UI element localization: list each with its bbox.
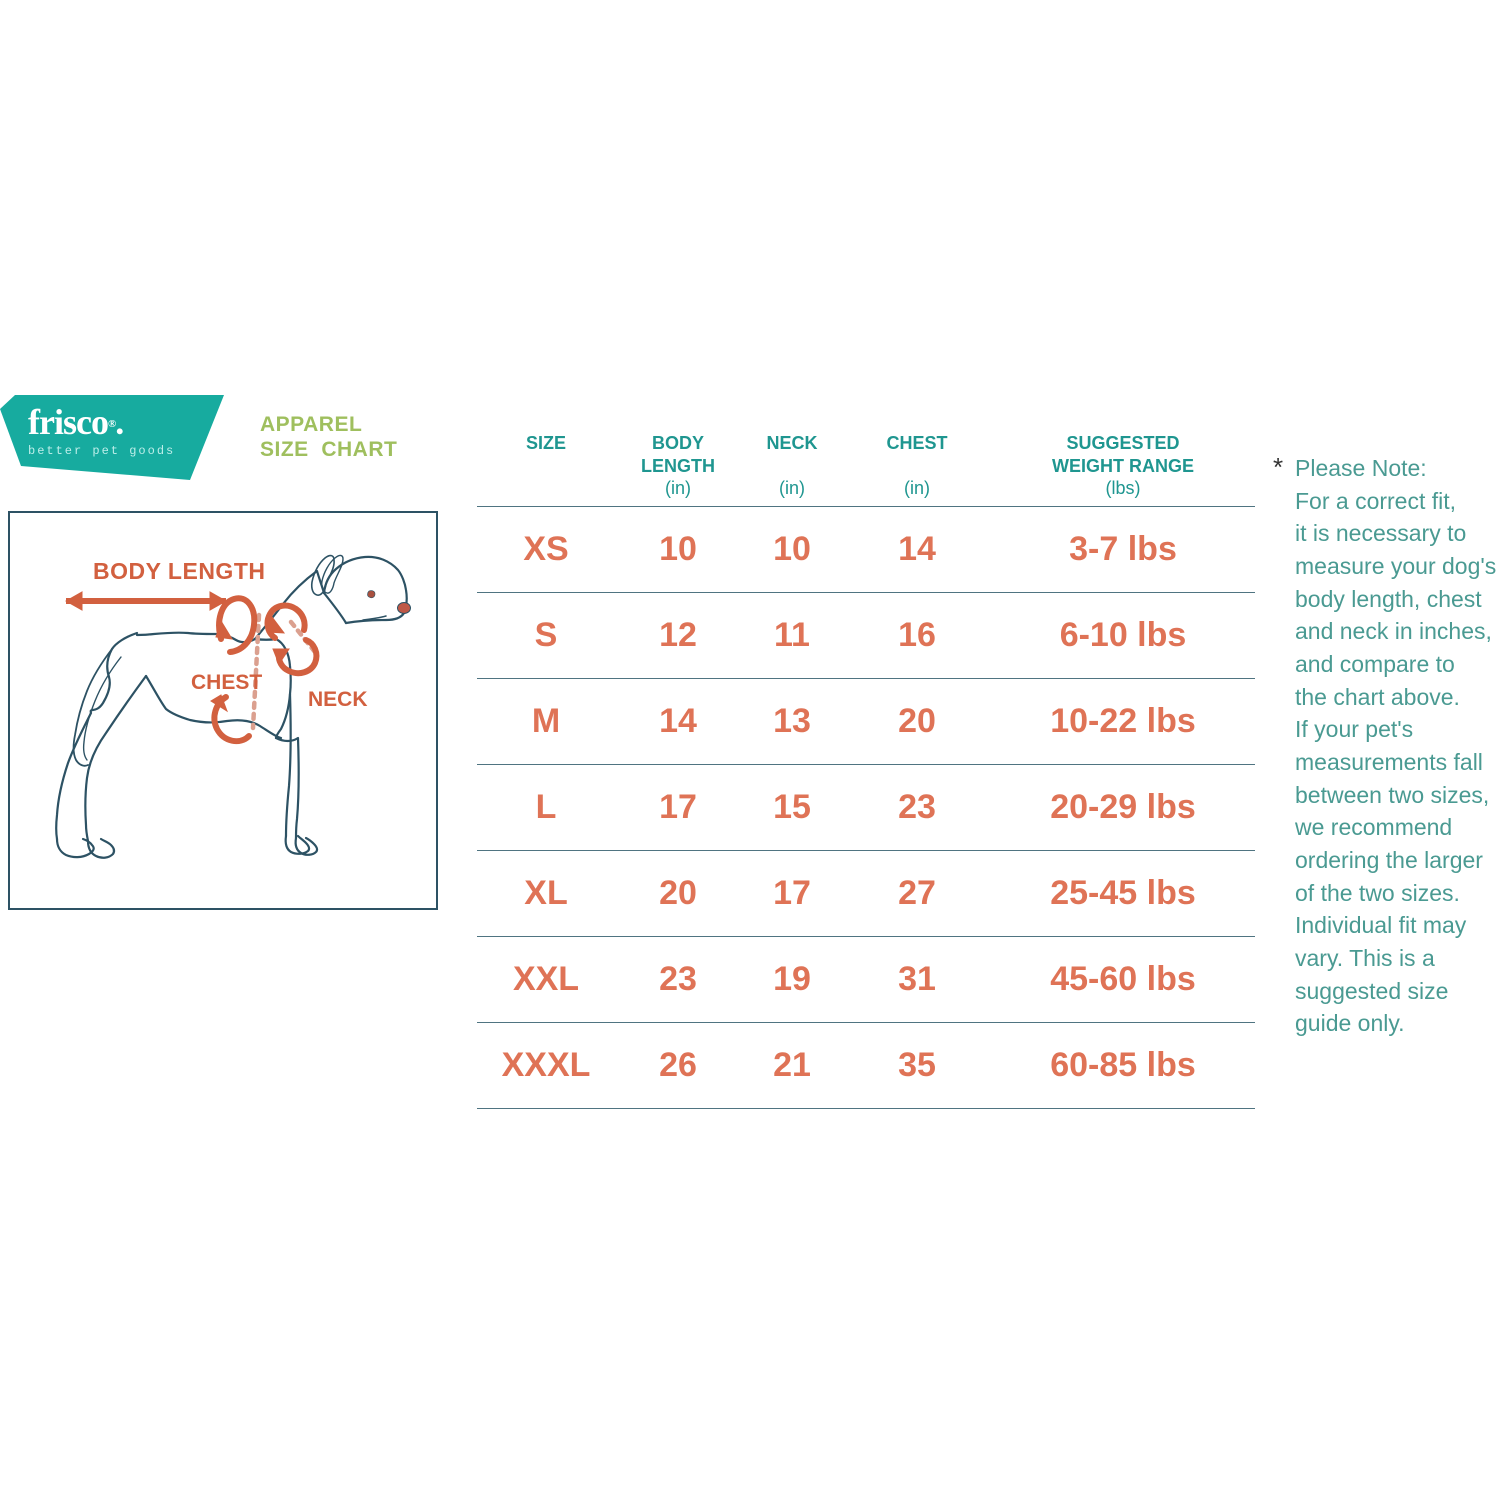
svg-text:CHEST: CHEST [191, 671, 262, 694]
svg-text:NECK: NECK [308, 688, 368, 711]
svg-text:BODY LENGTH: BODY LENGTH [93, 558, 265, 584]
